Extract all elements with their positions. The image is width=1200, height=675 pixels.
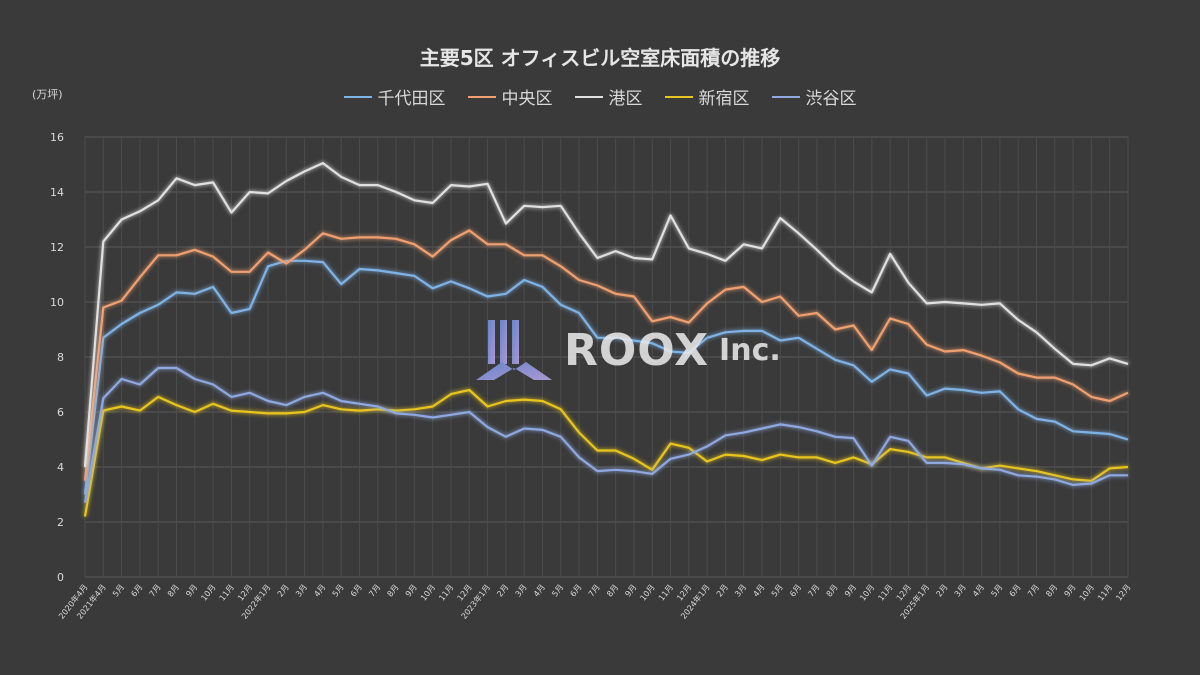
legend-swatch: [343, 95, 372, 98]
x-tick-label: 5月: [331, 583, 346, 599]
x-tick-label: 9月: [184, 583, 199, 599]
series-line-4: [83, 388, 1129, 517]
x-tick-label: 3月: [294, 583, 309, 599]
x-tick-label: 3月: [514, 583, 529, 599]
legend-label: 中央区: [501, 89, 553, 109]
legend-label: 渋谷区: [805, 89, 857, 109]
legend-swatch: [574, 95, 603, 98]
x-tick-label: 5月: [989, 583, 1004, 599]
legend-swatch: [771, 95, 800, 98]
x-tick-label: 9月: [404, 583, 419, 599]
x-tick-label: 7月: [367, 583, 382, 599]
legend-label: 港区: [608, 89, 643, 109]
y-tick-label: 16: [50, 131, 64, 144]
y-tick-label: 10: [50, 296, 64, 309]
y-tick-label: 2: [57, 516, 64, 529]
x-tick-label: 12月: [1114, 583, 1132, 603]
x-tick-label: 6月: [788, 583, 803, 599]
x-tick-label: 6月: [568, 583, 583, 599]
x-tick-label: 6月: [349, 583, 364, 599]
y-axis-unit-label: (万坪): [32, 88, 63, 101]
x-tick-label: 9月: [843, 583, 858, 599]
x-tick-label: 10月: [419, 583, 437, 603]
x-tick-label: 11月: [876, 583, 894, 603]
x-tick-label: 7月: [587, 583, 602, 599]
x-tick-label: 8月: [1044, 583, 1059, 599]
legend-swatch: [467, 95, 496, 98]
legend-item: 新宿区: [664, 84, 750, 109]
x-tick-label: 11月: [1096, 583, 1114, 603]
x-tick-label: 7月: [148, 583, 163, 599]
x-tick-label: 2月: [715, 583, 730, 599]
x-tick-label: 10月: [858, 583, 876, 603]
x-tick-label: 10月: [199, 583, 217, 603]
x-tick-label: 11月: [657, 583, 675, 603]
x-tick-label: 5月: [770, 583, 785, 599]
roox-logo-icon: [476, 320, 552, 380]
series-line-1: [83, 259, 1129, 495]
y-tick-label: 14: [50, 186, 64, 199]
y-tick-label: 4: [57, 461, 64, 474]
x-tick-label: 11月: [218, 583, 236, 603]
x-tick-label: 10月: [639, 583, 657, 603]
series-lines: [83, 162, 1129, 517]
y-tick-label: 6: [57, 406, 64, 419]
legend-item: 千代田区: [343, 84, 446, 109]
x-tick-label: 9月: [1063, 583, 1078, 599]
watermark-logo: ROOX Inc.: [474, 318, 781, 382]
legend-label: 新宿区: [698, 89, 750, 109]
logo-suffix: Inc.: [719, 332, 781, 368]
y-tick-label: 12: [50, 241, 64, 254]
legend-item: 港区: [574, 84, 643, 109]
x-tick-label: 4月: [532, 583, 547, 599]
x-tick-label: 6月: [129, 583, 144, 599]
x-tick-label: 2月: [276, 583, 291, 599]
x-tick-label: 8月: [385, 583, 400, 599]
series-line-5: [83, 366, 1128, 503]
legend-swatch: [664, 95, 693, 98]
x-tick-label: 9月: [623, 583, 638, 599]
x-tick-label: 4月: [971, 583, 986, 599]
x-tick-label: 4月: [312, 583, 327, 599]
x-tick-label: 8月: [825, 583, 840, 599]
x-tick-label: 2月: [934, 583, 949, 599]
x-tick-label: 3月: [733, 583, 748, 599]
series-line-3: [83, 162, 1129, 468]
y-tick-label: 8: [57, 351, 64, 364]
chart-title: 主要5区 オフィスビル空室床面積の推移: [419, 46, 781, 70]
x-tick-label: 8月: [166, 583, 181, 599]
x-tick-label: 8月: [605, 583, 620, 599]
x-tick-label: 5月: [550, 583, 565, 599]
x-tick-label: 7月: [806, 583, 821, 599]
logo-wordmark: ROOX: [564, 324, 710, 376]
y-tick-label: 0: [57, 571, 64, 584]
legend-label: 千代田区: [377, 89, 446, 109]
x-tick-label: 3月: [953, 583, 968, 599]
legend: 千代田区 中央区 港区 新宿区 渋谷区: [0, 84, 1200, 109]
legend-item: 渋谷区: [771, 84, 857, 109]
x-tick-label: 6月: [1008, 583, 1023, 599]
x-tick-label: 10月: [1078, 583, 1096, 603]
x-tick-label: 5月: [111, 583, 126, 599]
x-tick-label: 11月: [437, 583, 455, 603]
legend-item: 中央区: [467, 84, 553, 109]
series-line-2: [83, 229, 1129, 481]
x-tick-label: 4月: [751, 583, 766, 599]
x-tick-label: 2月: [495, 583, 510, 599]
x-tick-label: 7月: [1026, 583, 1041, 599]
